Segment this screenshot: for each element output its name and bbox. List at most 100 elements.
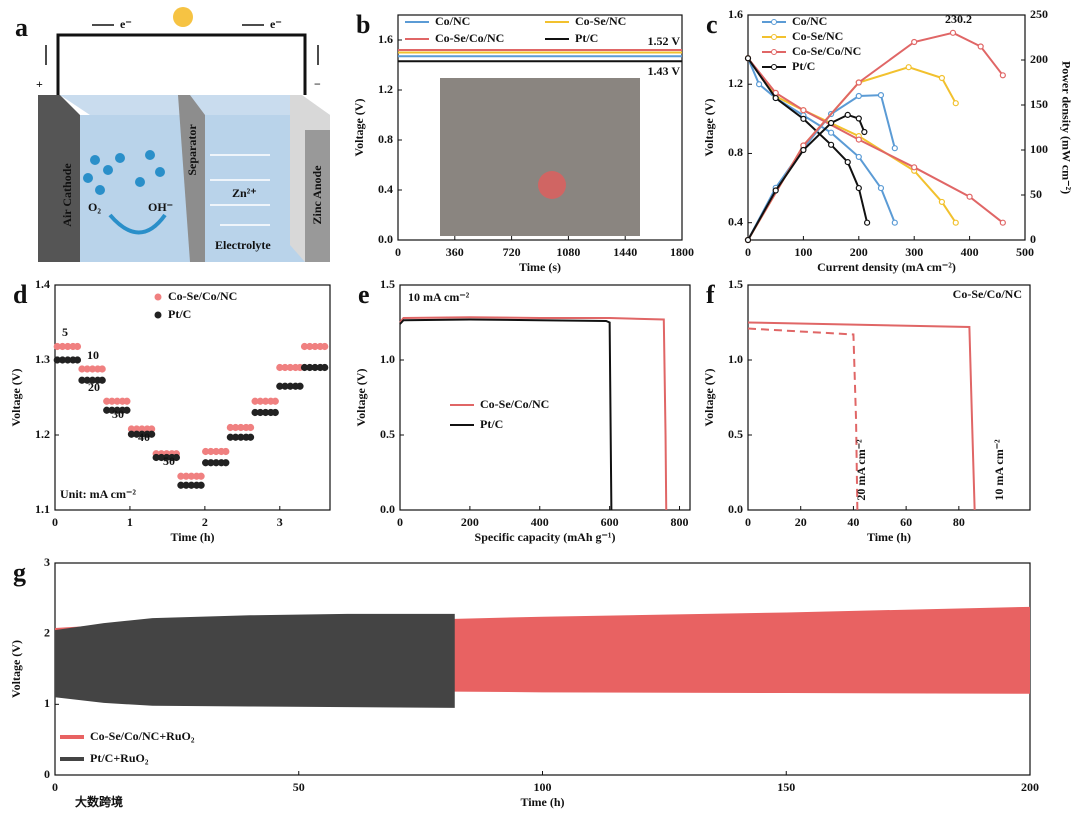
x-tick-label: 200 [850,245,868,259]
data-point [246,423,255,432]
y2-axis-label: Power density (mW cm⁻²) [1059,61,1073,194]
panel-label: f [706,280,715,309]
y-tick-label: 1.0 [728,352,743,366]
x-tick-label: 40 [847,515,859,529]
data-point [98,365,106,373]
y2-tick-label: 100 [1030,142,1048,156]
reaction-arrow [108,213,167,235]
y-tick-label: 0.5 [728,427,743,441]
y-axis-label: Voltage (V) [702,99,716,157]
y-tick-label: 1.2 [35,427,50,441]
x-tick-label: 0 [745,515,751,529]
legend-label: Co-Se/NC [575,14,626,28]
x-tick-label: 1440 [613,245,637,259]
annotation: 40 [138,430,150,444]
data-point [877,91,885,99]
x-tick-label: 720 [503,245,521,259]
legend-marker [154,293,162,301]
data-point [855,92,862,100]
annotation: 10 mA cm⁻² [992,439,1006,501]
x-tick-label: 3 [277,515,283,529]
series-line [747,327,859,511]
data-point [855,136,862,143]
annotation: 20 [88,380,100,394]
x-tick-label: 0 [745,245,751,259]
y2-tick-label: 0 [1030,232,1036,246]
data-point [827,129,835,136]
annotation: 1.43 V [648,64,681,78]
legend-label: Co-Se/Co/NC [168,289,237,303]
x-tick-label: 0 [395,245,401,259]
y-tick-label: 1.0 [380,352,395,366]
data-point [123,397,131,405]
x-tick-label: 200 [461,515,479,529]
zinc-anode-face [305,130,330,262]
plot-frame [397,14,683,241]
x-axis-label: Specific capacity (mAh g⁻¹) [475,530,616,544]
watermark: 大数跨境 [75,794,123,809]
data-point [891,145,898,152]
wire [56,33,307,95]
x-axis-label: Time (s) [519,260,561,274]
data-point [772,94,779,102]
x-tick-label: 600 [601,515,619,529]
y-axis-label: Voltage (V) [9,369,23,427]
data-point [800,107,807,114]
annotation: 230.2 [945,12,972,26]
x-axis-label: Current density (mA cm⁻²) [817,260,956,274]
legend-label: Co-Se/Co/NC [480,397,549,411]
x-tick-label: 60 [900,515,912,529]
panel-label: g [13,558,26,587]
y-tick-label: 0.0 [380,502,395,516]
legend-label: Pt/C+RuO₂ [90,751,149,765]
series-line [747,31,1004,241]
data-point [321,342,329,351]
data-point [855,184,862,192]
annotation: 10 mA cm⁻² [408,290,470,304]
data-point [966,193,973,200]
x-tick-label: 800 [671,515,689,529]
panel-label: a [15,13,28,42]
legend-label: Co-Se/NC [792,29,843,43]
x-tick-label: 200 [1021,780,1039,794]
plot-frame [54,284,331,511]
data-point [938,74,946,82]
y-tick-label: 1.5 [380,277,395,291]
x-tick-label: 0 [397,515,403,529]
battery-diagram: a e⁻ e⁻ + − Air Cathode O₂ OH⁻ Separator… [15,7,330,262]
data-point [999,219,1006,226]
data-point [952,100,959,107]
data-point [296,382,304,390]
data-point [271,397,279,405]
annotation: 30 [112,407,124,421]
legend-label: Co-Se/Co/NC+RuO₂ [90,729,195,743]
cathode-label: Air Cathode [60,163,74,227]
data-point [827,119,835,127]
series-line [399,316,668,511]
x-tick-label: 80 [953,515,965,529]
y-tick-label: 1.2 [378,82,393,96]
data-point [855,153,862,161]
x-tick-label: 2 [202,515,208,529]
legend-marker [771,34,777,40]
photo-led [538,171,566,199]
y-tick-label: 1.6 [728,7,743,21]
data-point [772,187,779,194]
y-tick-label: 1.1 [35,502,50,516]
data-point [755,81,763,88]
data-point [855,79,862,86]
y-tick-label: 0.4 [378,182,393,196]
y-tick-label: 0.4 [728,214,743,228]
legend-label: Co-Se/Co/NC [435,31,504,45]
annotation: 1.52 V [648,34,681,48]
air-cathode [38,95,80,262]
y-tick-label: 0.8 [728,145,743,159]
y2-tick-label: 200 [1030,52,1048,66]
y-axis-label: Voltage (V) [702,369,716,427]
separator-label: Separator [185,124,199,176]
x-tick-label: 150 [777,780,795,794]
x-axis-label: Time (h) [520,795,564,809]
bulb [173,7,193,27]
x-tick-label: 400 [961,245,979,259]
